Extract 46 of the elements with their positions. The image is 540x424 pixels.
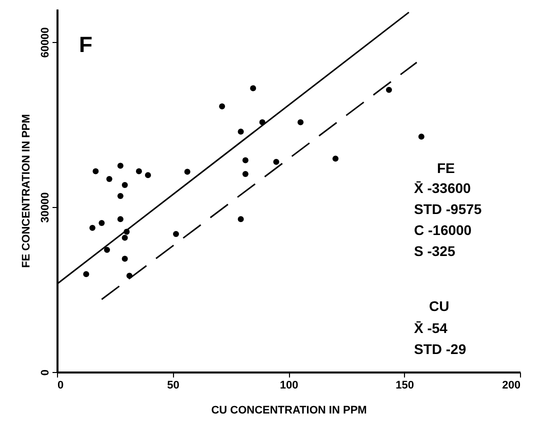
y-tick-label: 30000: [40, 192, 52, 223]
point: [298, 119, 304, 126]
point: [92, 168, 99, 174]
point: [117, 216, 124, 222]
annotation: X̄ -33600: [414, 180, 472, 196]
y-tick-label: 60000: [40, 27, 52, 58]
annotation: C -16000: [414, 222, 472, 238]
annotation: F: [79, 32, 92, 57]
point: [250, 85, 256, 92]
point: [104, 246, 110, 253]
point: [219, 103, 226, 110]
x-tick-label: 150: [396, 380, 414, 392]
annotation: FE: [437, 160, 455, 176]
point: [122, 256, 128, 262]
annotation: X̄ -54: [414, 320, 448, 336]
point: [98, 220, 105, 226]
point: [89, 224, 96, 231]
x-tick-label: 200: [502, 380, 520, 392]
point: [144, 172, 151, 178]
point: [106, 176, 112, 182]
point: [122, 182, 128, 188]
point: [242, 157, 248, 164]
annotation: STD -9575: [414, 201, 482, 217]
annotation: CU: [429, 298, 450, 314]
y-tick-label: 0: [40, 369, 52, 376]
x-tick-label: 100: [280, 380, 298, 392]
point: [172, 230, 179, 237]
point: [332, 156, 338, 162]
point: [117, 162, 124, 169]
x-tick-label: 0: [58, 380, 64, 392]
point: [83, 271, 90, 278]
point: [242, 171, 248, 177]
point: [273, 158, 280, 165]
point: [117, 193, 124, 199]
point: [386, 86, 392, 93]
point: [136, 168, 142, 174]
x-tick-label: 50: [167, 380, 180, 392]
annotation: S -325: [414, 243, 456, 259]
point: [184, 168, 190, 175]
point: [122, 234, 128, 241]
y-axis-title: FE CONCENTRATION IN PPM: [20, 114, 32, 268]
x-axis-title: CU CONCENTRATION IN PPM: [211, 404, 367, 416]
point: [418, 134, 424, 140]
point: [238, 128, 244, 135]
point: [238, 216, 244, 222]
annotation: STD -29: [414, 341, 466, 357]
